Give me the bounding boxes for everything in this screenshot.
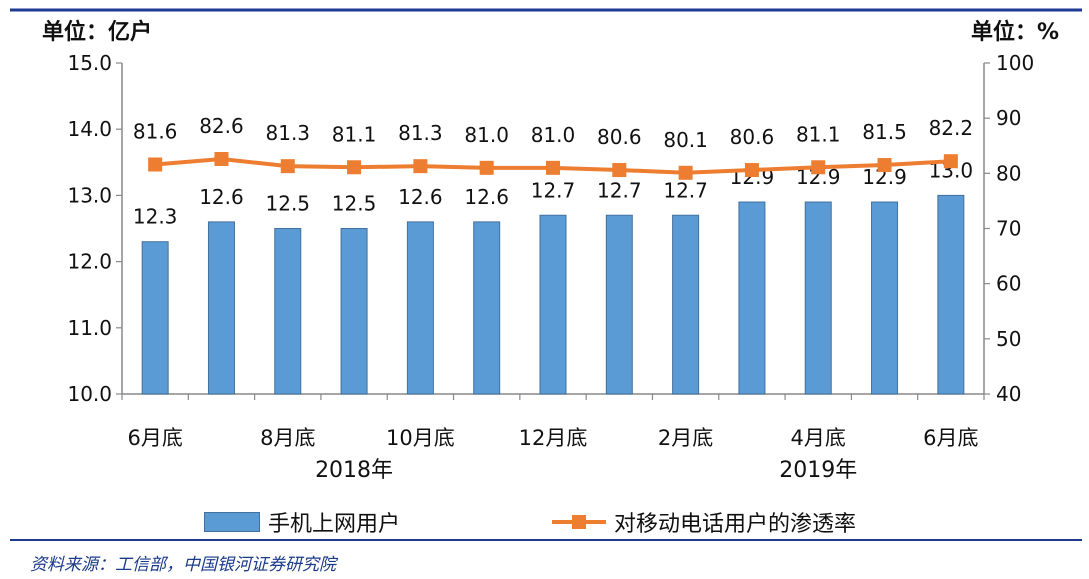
legend-bar-label: 手机上网用户: [268, 512, 401, 537]
x-axis-tick-label: 6月底: [127, 426, 182, 450]
left-axis-unit: 单位：亿户: [42, 20, 153, 45]
line-data-label: 81.5: [862, 120, 907, 144]
bar-data-label: 12.7: [597, 178, 642, 202]
line-point: [546, 160, 560, 175]
legend-item-line: 对移动电话用户的渗透率: [552, 506, 856, 538]
left-axis-tick-label: 13.0: [67, 183, 112, 207]
left-axis-tick-label: 10.0: [67, 382, 112, 406]
bar: [141, 241, 169, 395]
bar: [605, 214, 633, 395]
bar-data-label: 12.6: [398, 185, 443, 209]
bar: [804, 201, 832, 395]
bar: [207, 221, 235, 395]
bar: [871, 201, 899, 395]
bar-data-label: 12.3: [133, 205, 178, 229]
x-axis-tick-label: 2月底: [658, 426, 713, 450]
left-axis-tick-label: 11.0: [67, 316, 112, 340]
legend-line-label: 对移动电话用户的渗透率: [614, 512, 857, 537]
line-point: [744, 163, 759, 178]
line-point: [280, 159, 295, 174]
line-point: [811, 160, 826, 175]
line-point: [877, 158, 892, 173]
line-data-label: 81.6: [133, 120, 178, 144]
bar-data-label: 12.7: [663, 178, 708, 202]
left-axis-tick-label: 15.0: [67, 51, 112, 75]
line-data-label: 81.0: [464, 123, 509, 147]
x-axis-year-label: 2019年: [779, 458, 857, 483]
line-point: [148, 157, 163, 172]
line-point: [214, 151, 229, 166]
line-data-label: 81.3: [266, 121, 311, 145]
bar: [937, 194, 965, 395]
source-note: 资料来源：工信部，中国银河证券研究院: [30, 555, 336, 575]
line-point: [347, 160, 362, 175]
line-point: [612, 163, 627, 178]
right-axis-tick-label: 80: [996, 161, 1021, 185]
line-point: [678, 165, 693, 180]
legend-item-bar: 手机上网用户: [204, 506, 400, 538]
x-axis-tick-label: 12月底: [519, 426, 588, 450]
bar-data-label: 12.5: [266, 192, 311, 216]
line-data-label: 80.6: [730, 125, 775, 149]
line-point: [479, 160, 494, 175]
bar: [473, 221, 501, 395]
right-axis-unit: 单位：%: [970, 20, 1059, 45]
right-axis-tick-label: 100: [996, 51, 1034, 75]
bar: [406, 221, 434, 395]
bar-data-label: 12.6: [464, 185, 509, 209]
x-axis-tick-label: 8月底: [260, 426, 315, 450]
x-axis-tick-label: 6月底: [923, 426, 978, 450]
x-axis-tick-label: 4月底: [791, 426, 846, 450]
line-data-label: 82.6: [199, 114, 244, 138]
x-axis-tick-label: 10月底: [386, 426, 455, 450]
bar-data-label: 12.6: [199, 185, 244, 209]
bar: [672, 214, 700, 395]
right-axis-tick-label: 60: [996, 272, 1021, 296]
line-point: [943, 154, 958, 169]
x-axis-year-label: 2018年: [315, 458, 393, 483]
line-data-label: 81.1: [796, 122, 841, 146]
line-data-label: 81.1: [332, 122, 377, 146]
left-axis-tick-label: 14.0: [67, 117, 112, 141]
legend-line-swatch: [552, 513, 606, 531]
bar: [274, 228, 302, 395]
bar: [738, 201, 766, 395]
line-point: [413, 159, 428, 174]
left-axis-tick-label: 12.0: [67, 250, 112, 274]
right-axis-tick-label: 40: [996, 382, 1021, 406]
right-axis-tick-label: 90: [996, 106, 1021, 130]
bar: [340, 228, 368, 395]
line-data-label: 80.1: [663, 128, 708, 152]
line-data-label: 81.3: [398, 121, 443, 145]
right-axis-tick-label: 50: [996, 327, 1021, 351]
line-data-label: 80.6: [597, 125, 642, 149]
bar-data-label: 12.7: [531, 178, 576, 202]
line-data-label: 81.0: [531, 123, 576, 147]
bar: [539, 214, 567, 395]
legend-bar-swatch: [204, 512, 260, 532]
line-data-label: 82.2: [929, 116, 974, 140]
bar-data-label: 12.5: [332, 192, 377, 216]
right-axis-tick-label: 70: [996, 217, 1021, 241]
